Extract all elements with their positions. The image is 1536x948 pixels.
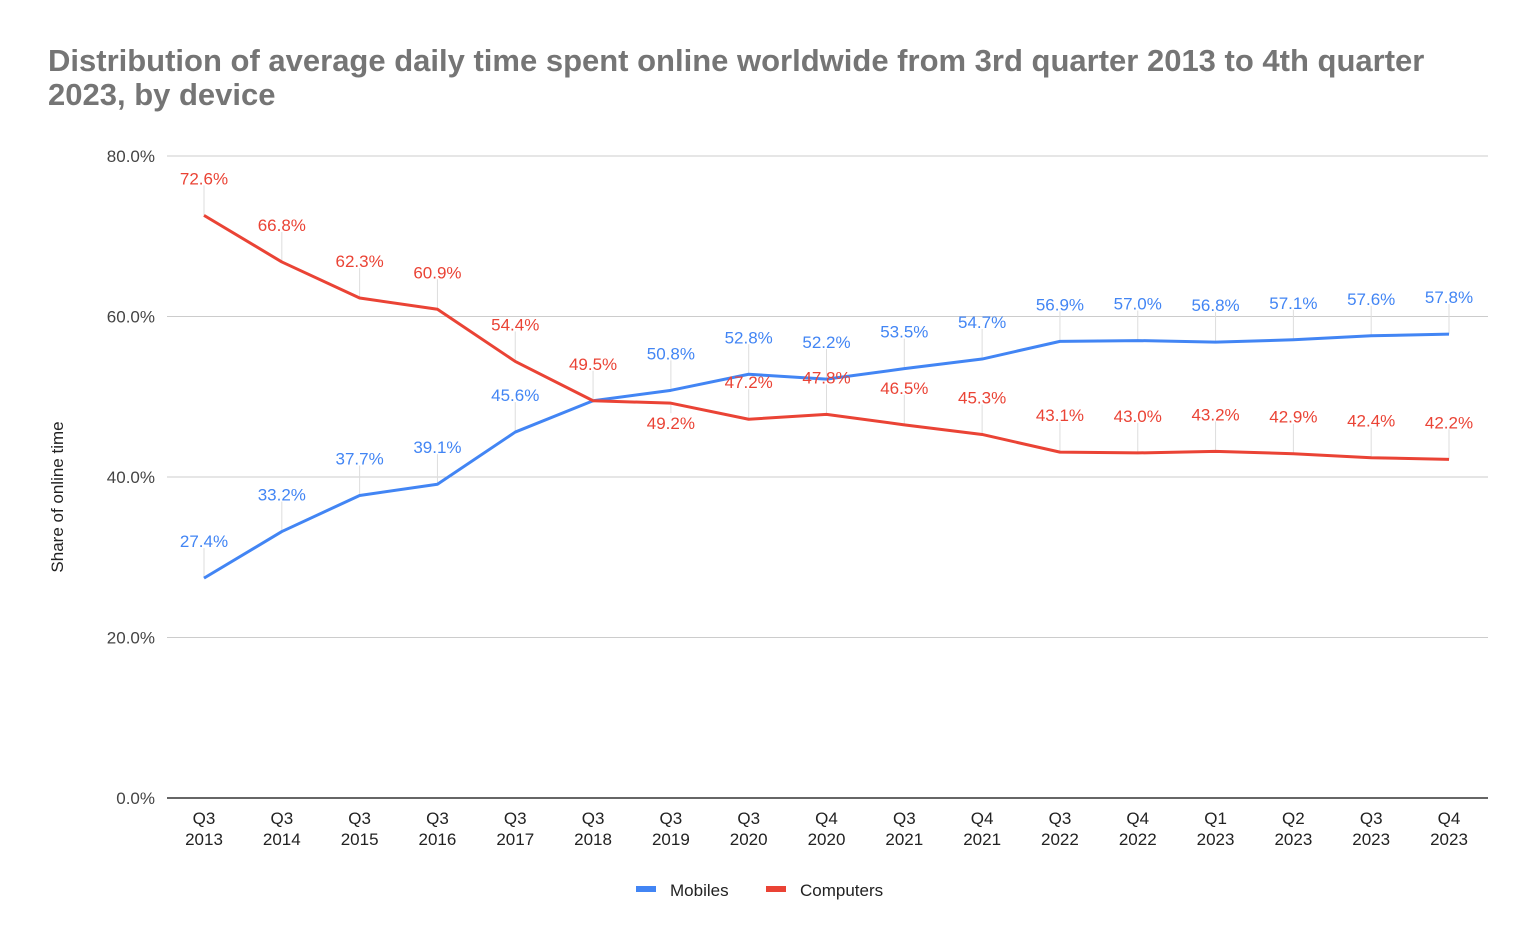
mobiles-data-label: 57.1% <box>1269 294 1317 313</box>
y-tick-label: 40.0% <box>107 468 155 487</box>
x-tick-label: Q3 <box>426 809 449 828</box>
y-tick-label: 60.0% <box>107 308 155 327</box>
computers-data-label: 62.3% <box>336 252 384 271</box>
x-tick-label: Q3 <box>504 809 527 828</box>
mobiles-data-label: 52.2% <box>802 333 850 352</box>
x-tick-label: Q3 <box>582 809 605 828</box>
mobiles-data-label: 54.7% <box>958 313 1006 332</box>
x-tick-label: Q3 <box>1360 809 1383 828</box>
computers-data-label: 45.3% <box>958 388 1006 407</box>
mobiles-data-label: 52.8% <box>725 328 773 347</box>
x-tick-label: Q3 <box>660 809 683 828</box>
x-tick-label: Q4 <box>815 809 838 828</box>
computers-data-label: 66.8% <box>258 216 306 235</box>
x-tick-label: Q3 <box>270 809 293 828</box>
computers-data-label: 42.4% <box>1347 412 1395 431</box>
computers-data-label: 43.0% <box>1114 407 1162 426</box>
x-tick-label: Q3 <box>737 809 760 828</box>
legend-swatch-mobiles <box>636 886 656 892</box>
x-tick-label: 2021 <box>885 830 923 849</box>
mobiles-data-label: 45.6% <box>491 386 539 405</box>
x-tick-label: Q4 <box>1126 809 1149 828</box>
y-tick-label: 80.0% <box>107 147 155 166</box>
x-tick-label: Q3 <box>348 809 371 828</box>
x-tick-label: Q3 <box>893 809 916 828</box>
x-tick-label: Q2 <box>1282 809 1305 828</box>
computers-data-label: 54.4% <box>491 315 539 334</box>
x-tick-label: 2020 <box>730 830 768 849</box>
x-tick-label: 2023 <box>1274 830 1312 849</box>
mobiles-data-label: 57.0% <box>1114 295 1162 314</box>
y-tick-label: 20.0% <box>107 629 155 648</box>
x-tick-label: 2022 <box>1119 830 1157 849</box>
computers-data-label: 72.6% <box>180 169 228 188</box>
x-tick-label: 2019 <box>652 830 690 849</box>
computers-data-label: 49.2% <box>647 414 695 433</box>
x-tick-label: 2013 <box>185 830 223 849</box>
mobiles-data-label: 27.4% <box>180 532 228 551</box>
computers-data-label: 47.8% <box>802 368 850 387</box>
mobiles-data-label: 56.8% <box>1191 296 1239 315</box>
x-tick-label: Q4 <box>971 809 994 828</box>
x-tick-label: Q4 <box>1438 809 1461 828</box>
y-tick-label: 0.0% <box>116 789 155 808</box>
x-tick-label: 2016 <box>419 830 457 849</box>
computers-data-label: 60.9% <box>413 263 461 282</box>
mobiles-data-label: 57.8% <box>1425 288 1473 307</box>
mobiles-data-label: 50.8% <box>647 344 695 363</box>
legend-swatch-computers <box>766 886 786 892</box>
x-tick-label: 2023 <box>1430 830 1468 849</box>
x-tick-label: 2017 <box>496 830 534 849</box>
y-axis-title: Share of online time <box>48 421 67 572</box>
x-tick-label: 2020 <box>808 830 846 849</box>
computers-data-label: 49.5% <box>569 355 617 374</box>
computers-data-label: 42.9% <box>1269 408 1317 427</box>
computers-data-label: 43.1% <box>1036 406 1084 425</box>
computers-data-label: 47.2% <box>725 373 773 392</box>
mobiles-data-label: 33.2% <box>258 486 306 505</box>
legend-label-computers: Computers <box>800 881 883 900</box>
computers-data-label: 43.2% <box>1191 405 1239 424</box>
mobiles-data-label: 39.1% <box>413 438 461 457</box>
mobiles-data-label: 37.7% <box>336 449 384 468</box>
x-tick-label: 2018 <box>574 830 612 849</box>
x-tick-label: 2022 <box>1041 830 1079 849</box>
mobiles-data-label: 53.5% <box>880 323 928 342</box>
x-tick-label: 2023 <box>1352 830 1390 849</box>
computers-data-label: 42.2% <box>1425 413 1473 432</box>
chart-title: Distribution of average daily time spent… <box>48 43 1425 112</box>
x-tick-label: Q3 <box>193 809 216 828</box>
x-tick-label: 2021 <box>963 830 1001 849</box>
x-tick-label: 2023 <box>1197 830 1235 849</box>
x-tick-label: Q1 <box>1204 809 1227 828</box>
computers-data-label: 46.5% <box>880 379 928 398</box>
mobiles-data-label: 56.9% <box>1036 295 1084 314</box>
x-tick-label: 2014 <box>263 830 301 849</box>
legend-label-mobiles: Mobiles <box>670 881 729 900</box>
x-tick-label: 2015 <box>341 830 379 849</box>
x-tick-label: Q3 <box>1049 809 1072 828</box>
mobiles-data-label: 57.6% <box>1347 290 1395 309</box>
